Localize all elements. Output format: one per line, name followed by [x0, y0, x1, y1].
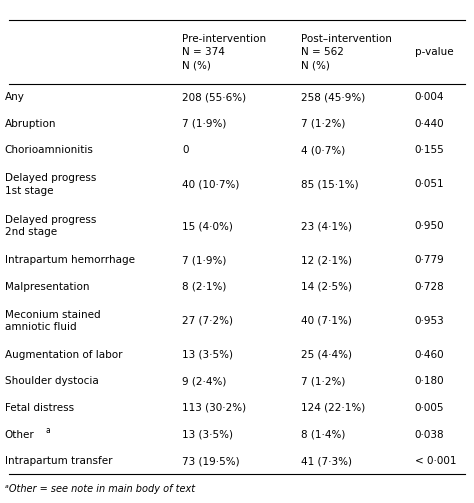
Text: Augmentation of labor: Augmentation of labor [5, 350, 122, 360]
Text: 14 (2·5%): 14 (2·5%) [301, 282, 352, 292]
Text: 0·728: 0·728 [415, 282, 445, 292]
Text: Chorioamnionitis: Chorioamnionitis [5, 145, 93, 155]
Text: 113 (30·2%): 113 (30·2%) [182, 403, 246, 413]
Text: Shoulder dystocia: Shoulder dystocia [5, 376, 99, 386]
Text: Meconium stained
amniotic fluid: Meconium stained amniotic fluid [5, 310, 100, 332]
Text: 208 (55·6%): 208 (55·6%) [182, 93, 246, 102]
Text: 23 (4·1%): 23 (4·1%) [301, 221, 352, 231]
Text: 0·004: 0·004 [415, 93, 444, 102]
Text: 7 (1·2%): 7 (1·2%) [301, 119, 346, 129]
Text: 40 (10·7%): 40 (10·7%) [182, 180, 240, 190]
Text: 12 (2·1%): 12 (2·1%) [301, 255, 352, 265]
Text: 0·038: 0·038 [415, 430, 444, 440]
Text: 9 (2·4%): 9 (2·4%) [182, 376, 227, 386]
Text: 25 (4·4%): 25 (4·4%) [301, 350, 352, 360]
Text: 7 (1·9%): 7 (1·9%) [182, 119, 227, 129]
Text: 0·005: 0·005 [415, 403, 444, 413]
Text: Abruption: Abruption [5, 119, 56, 129]
Text: 124 (22·1%): 124 (22·1%) [301, 403, 365, 413]
Text: Delayed progress
2nd stage: Delayed progress 2nd stage [5, 215, 96, 237]
Text: Other: Other [5, 430, 35, 440]
Text: Malpresentation: Malpresentation [5, 282, 89, 292]
Text: ᵃOther = see note in main body of text: ᵃOther = see note in main body of text [5, 484, 195, 493]
Text: 4 (0·7%): 4 (0·7%) [301, 145, 345, 155]
Text: 0·051: 0·051 [415, 180, 444, 190]
Text: 15 (4·0%): 15 (4·0%) [182, 221, 233, 231]
Text: 0·155: 0·155 [415, 145, 445, 155]
Text: 85 (15·1%): 85 (15·1%) [301, 180, 359, 190]
Text: Pre-intervention
N = 374
N (%): Pre-intervention N = 374 N (%) [182, 34, 266, 70]
Text: 8 (2·1%): 8 (2·1%) [182, 282, 227, 292]
Text: 0·950: 0·950 [415, 221, 444, 231]
Text: 0·180: 0·180 [415, 376, 444, 386]
Text: 0·440: 0·440 [415, 119, 444, 129]
Text: Post–intervention
N = 562
N (%): Post–intervention N = 562 N (%) [301, 34, 392, 70]
Text: a: a [45, 426, 50, 435]
Text: 7 (1·2%): 7 (1·2%) [301, 376, 346, 386]
Text: 27 (7·2%): 27 (7·2%) [182, 316, 234, 326]
Text: 0·460: 0·460 [415, 350, 444, 360]
Text: Fetal distress: Fetal distress [5, 403, 74, 413]
Text: 0·953: 0·953 [415, 316, 445, 326]
Text: 0: 0 [182, 145, 189, 155]
Text: 13 (3·5%): 13 (3·5%) [182, 350, 234, 360]
Text: 7 (1·9%): 7 (1·9%) [182, 255, 227, 265]
Text: 73 (19·5%): 73 (19·5%) [182, 456, 240, 466]
Text: 13 (3·5%): 13 (3·5%) [182, 430, 234, 440]
Text: p-value: p-value [415, 47, 453, 57]
Text: 40 (7·1%): 40 (7·1%) [301, 316, 352, 326]
Text: 41 (7·3%): 41 (7·3%) [301, 456, 352, 466]
Text: 0·779: 0·779 [415, 255, 445, 265]
Text: Intrapartum transfer: Intrapartum transfer [5, 456, 112, 466]
Text: 8 (1·4%): 8 (1·4%) [301, 430, 346, 440]
Text: Any: Any [5, 93, 25, 102]
Text: 258 (45·9%): 258 (45·9%) [301, 93, 365, 102]
Text: Delayed progress
1st stage: Delayed progress 1st stage [5, 173, 96, 196]
Text: < 0·001: < 0·001 [415, 456, 456, 466]
Text: Intrapartum hemorrhage: Intrapartum hemorrhage [5, 255, 135, 265]
